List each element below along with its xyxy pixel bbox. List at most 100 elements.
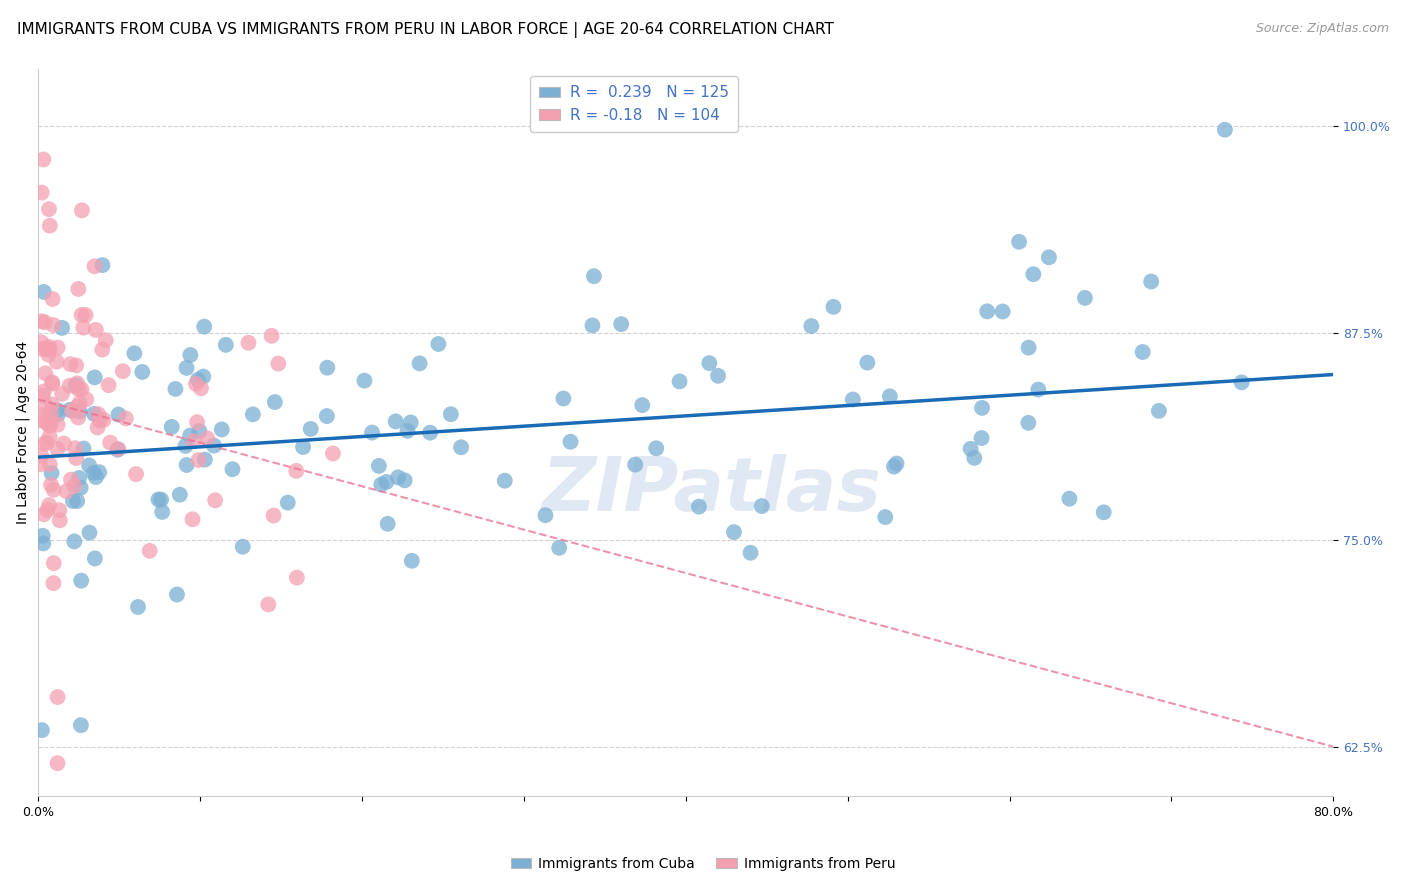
Point (1008, 235, 1031, 249)
Point (42, 556, 65, 570)
Point (67, 282, 90, 296)
Point (740, 546, 762, 560)
Point (165, 382, 187, 396)
Point (114, 411, 136, 425)
Text: Source: ZipAtlas.com: Source: ZipAtlas.com (1256, 22, 1389, 36)
Point (399, 416, 422, 430)
Point (91, 343, 114, 357)
Legend: R =  0.239   N = 125, R = -0.18   N = 104: R = 0.239 N = 125, R = -0.18 N = 104 (530, 76, 738, 132)
Point (59, 402, 82, 417)
Point (367, 458, 389, 473)
Point (35, 342, 58, 356)
Point (107, 408, 129, 422)
Point (69, 396, 91, 410)
Point (31, 389, 53, 403)
Point (377, 516, 399, 531)
Point (1213, 122, 1236, 136)
Point (84, 470, 107, 484)
Point (70, 203, 93, 218)
Point (28, 458, 51, 472)
Point (959, 442, 981, 456)
Point (65, 378, 87, 392)
Point (148, 492, 170, 507)
Point (42, 483, 65, 497)
Point (30, 335, 52, 350)
Point (394, 473, 416, 487)
Point (35, 435, 58, 450)
Point (51, 321, 73, 335)
Point (150, 492, 173, 507)
Point (83, 466, 105, 480)
Point (111, 364, 134, 378)
Point (39, 406, 62, 420)
Point (883, 459, 905, 474)
Point (688, 500, 710, 514)
Point (34, 315, 56, 329)
Point (51, 386, 73, 401)
Point (193, 319, 215, 334)
Point (138, 544, 160, 558)
Point (72, 320, 94, 334)
Point (75, 308, 97, 322)
Point (30, 413, 52, 427)
Point (183, 434, 205, 449)
Point (560, 434, 582, 449)
Point (316, 360, 339, 375)
Point (46, 341, 69, 355)
Point (63, 534, 86, 549)
Point (46, 403, 69, 417)
Point (257, 598, 280, 612)
Point (179, 348, 201, 362)
Point (70, 308, 93, 322)
Point (83, 551, 105, 566)
Point (188, 424, 211, 438)
Point (65, 450, 87, 465)
Point (77, 458, 100, 473)
Point (181, 512, 204, 526)
Point (396, 424, 419, 438)
Point (91, 258, 114, 272)
Point (52, 436, 75, 450)
Point (38, 417, 60, 432)
Point (581, 318, 603, 333)
Point (55, 484, 77, 499)
Point (166, 588, 188, 602)
Point (32, 153, 55, 167)
Text: ZIPatlas: ZIPatlas (541, 454, 882, 527)
Point (202, 439, 225, 453)
Point (221, 462, 243, 476)
Point (401, 554, 423, 568)
Point (32, 508, 55, 522)
Point (299, 422, 322, 436)
Point (976, 304, 998, 318)
Point (315, 409, 337, 423)
Point (41, 397, 63, 411)
Point (70, 574, 93, 588)
Point (98, 435, 121, 450)
Point (83, 260, 105, 274)
Point (292, 440, 315, 454)
Point (87, 407, 110, 421)
Text: IMMIGRANTS FROM CUBA VS IMMIGRANTS FROM PERU IN LABOR FORCE | AGE 20-64 CORRELAT: IMMIGRANTS FROM CUBA VS IMMIGRANTS FROM … (17, 22, 834, 38)
Point (160, 420, 183, 434)
Point (46, 417, 69, 432)
Point (38, 343, 60, 357)
Point (842, 392, 865, 407)
Point (1074, 291, 1097, 305)
Point (93, 413, 115, 427)
Point (267, 357, 290, 371)
Point (83, 407, 105, 421)
Point (176, 458, 198, 472)
Point (35, 416, 58, 430)
Point (1092, 505, 1115, 519)
Point (31, 408, 53, 422)
Point (31, 529, 53, 543)
Point (260, 328, 283, 343)
Point (186, 415, 208, 429)
Point (60, 404, 83, 418)
Point (32, 285, 55, 299)
Point (72, 442, 94, 456)
Point (46, 442, 69, 456)
Point (353, 374, 375, 388)
Point (370, 477, 392, 491)
